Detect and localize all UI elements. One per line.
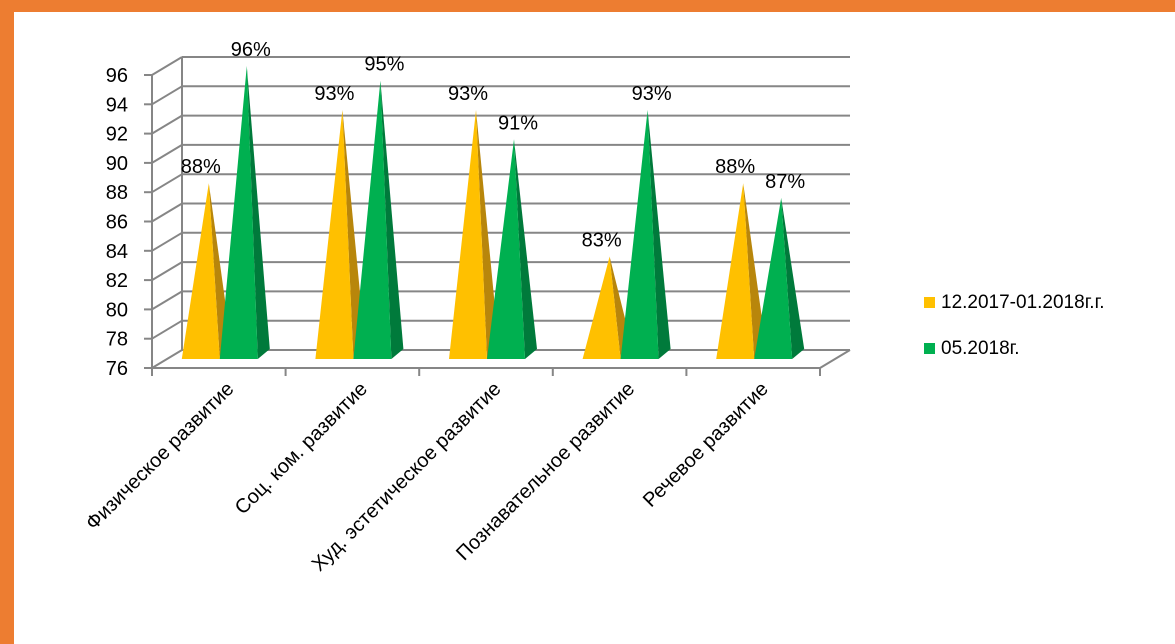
gridline-depth [151, 231, 183, 252]
pyramid-bar [754, 197, 793, 359]
pyramid-bar [353, 80, 392, 360]
pyramid-side [781, 197, 805, 359]
y-tick-label: 78 [106, 329, 128, 351]
gridline-depth [151, 56, 183, 76]
legend-swatch [924, 297, 935, 308]
data-labels: 88% 96% 93% 95% 93% 91% 83% 93% 88% 87% [181, 39, 806, 251]
y-tick-label: 76 [106, 358, 128, 380]
gridline-depth [151, 114, 183, 135]
gridline-depth [151, 290, 183, 311]
category-label: Соц. ком. развитие [231, 378, 372, 519]
data-label: 83% [582, 229, 622, 251]
y-axis-tick-labels: 76 78 80 82 84 86 88 90 92 94 96 [106, 65, 128, 380]
pyramid-side [476, 109, 499, 359]
y-tick-label: 80 [106, 299, 128, 321]
gridline-depth [151, 85, 183, 106]
data-label: 95% [364, 54, 404, 76]
gridline-depth [151, 144, 183, 164]
pyramid-side [380, 80, 404, 360]
legend: 12.2017-01.2018г.г. 05.2018г. [924, 292, 1104, 359]
legend-label: 12.2017-01.2018г.г. [941, 292, 1104, 313]
data-label: 93% [314, 83, 354, 105]
pyramid-bar [219, 66, 258, 359]
pyramid-side [246, 66, 270, 359]
data-label: 91% [498, 112, 538, 134]
y-tick-label: 82 [106, 270, 128, 292]
category-label: Речевое развитие [639, 378, 773, 512]
data-label: 96% [231, 39, 271, 61]
pyramid-bar [487, 139, 525, 359]
pyramid-bar [716, 183, 755, 359]
data-label: 88% [181, 156, 221, 178]
pyramid-bar [582, 256, 621, 359]
data-label: 93% [632, 83, 672, 105]
category-label: Физическое развитие [82, 378, 239, 535]
data-label: 93% [448, 83, 488, 105]
legend-swatch [924, 343, 935, 354]
y-tick-label: 96 [106, 65, 128, 87]
y-tick-label: 88 [106, 182, 128, 204]
data-label: 88% [715, 156, 755, 178]
y-tick-label: 86 [106, 212, 128, 234]
pyramid-bar [449, 109, 487, 359]
gridline-depth [151, 261, 183, 281]
pyramid-side [743, 183, 767, 359]
pyramid-bars [181, 66, 805, 360]
y-tick-label: 94 [106, 94, 128, 116]
legend-label: 05.2018г. [941, 338, 1020, 359]
pyramid-bar [620, 109, 659, 359]
y-tick-label: 84 [106, 241, 128, 263]
pyramid-side [647, 109, 671, 359]
gridline-depth [151, 319, 183, 340]
pyramid-side [514, 139, 537, 359]
pyramid-bar [315, 109, 354, 359]
floor-right-edge [819, 349, 851, 369]
axes [144, 57, 851, 376]
gridline-depth [151, 173, 183, 194]
data-label: 87% [765, 171, 805, 193]
gridline-depth [151, 349, 183, 369]
gridline-depth [151, 202, 183, 223]
y-tick-label: 92 [106, 124, 128, 146]
pyramid-bar [181, 183, 220, 359]
y-tick-label: 90 [106, 153, 128, 175]
